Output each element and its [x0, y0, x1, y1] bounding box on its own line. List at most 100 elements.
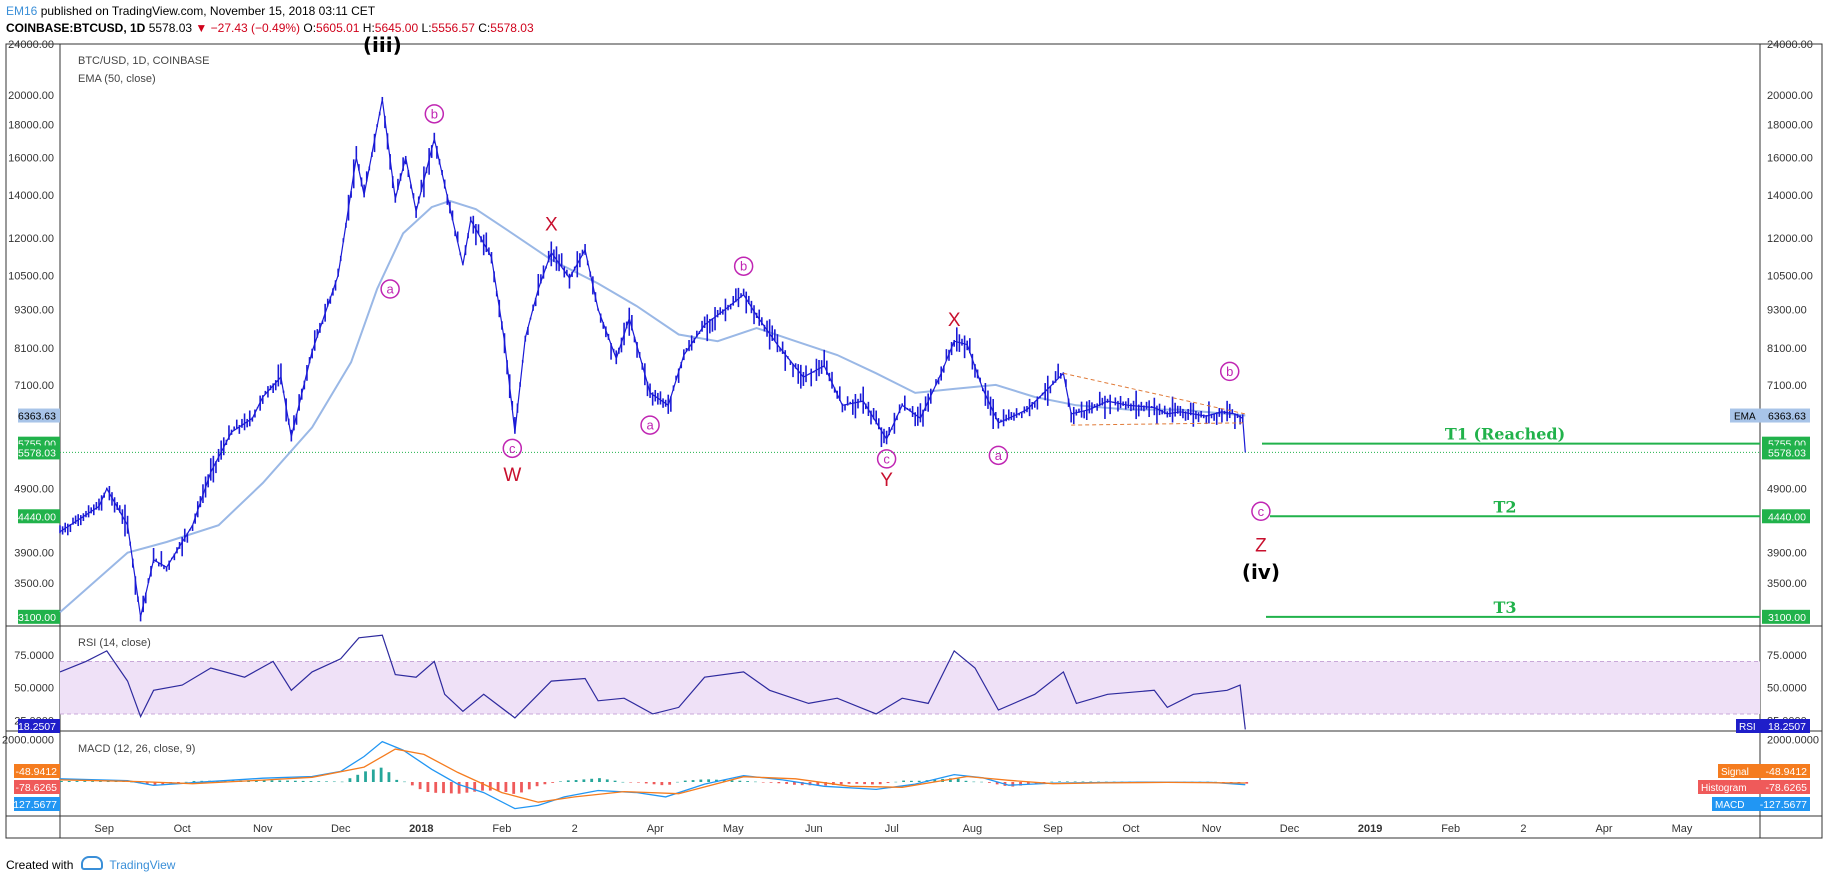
macd-tag-label: Histogram	[1701, 783, 1747, 794]
signal-line	[59, 748, 1246, 803]
triangle-lower-line	[1071, 422, 1246, 426]
time-axis-label: Dec	[331, 823, 351, 835]
macd-line	[59, 740, 1246, 810]
wave-label-red: Y	[880, 470, 893, 491]
macd-histogram-bar	[535, 782, 539, 787]
macd-histogram-bar	[839, 782, 843, 785]
macd-histogram-bar	[777, 782, 781, 784]
macd-tag-value: -78.6265	[1766, 782, 1808, 794]
price-tag-left	[18, 408, 60, 423]
macd-histogram-bar	[145, 782, 149, 785]
macd-histogram-bar	[621, 781, 625, 783]
price-line	[59, 99, 1246, 617]
price-tick-right: 16000.00	[1767, 152, 1813, 164]
author-link[interactable]: EM16	[6, 4, 38, 18]
rsi-band	[60, 661, 1760, 714]
macd-histogram-bar	[652, 782, 656, 785]
rsi-tick-left: 50.0000	[14, 683, 54, 695]
low-value: 5556.57	[431, 21, 475, 35]
macd-histogram-bar	[543, 782, 547, 785]
price-tick-right: 20000.00	[1767, 90, 1813, 102]
price-tick-left: 10500.00	[8, 270, 54, 282]
macd-histogram-bar	[1011, 782, 1015, 787]
macd-histogram-bar	[566, 780, 570, 782]
macd-histogram-bar	[184, 781, 188, 783]
wave-circle	[876, 449, 897, 469]
macd-tag-label: Signal	[1721, 767, 1749, 778]
triangle-upper-line	[1063, 372, 1246, 415]
chart-canvas[interactable]: 24000.00 24000.00 20000.00 20000.00 18000.00…	[0, 0, 1828, 845]
price-tick-right: 3500.00	[1767, 578, 1807, 590]
ema-line	[59, 199, 1246, 614]
macd-histogram-bar	[1089, 781, 1093, 783]
macd-histogram-bar	[1065, 781, 1069, 782]
price-tick-right: 18000.00	[1767, 120, 1813, 132]
macd-histogram-bar	[340, 781, 344, 783]
macd-tag-right	[1712, 797, 1810, 811]
wave-circle	[424, 104, 445, 124]
macd-histogram-bar	[824, 782, 828, 786]
time-axis-label: 2	[1520, 823, 1526, 835]
macd-histogram-bar	[192, 780, 196, 782]
macd-histogram-bar	[356, 774, 360, 782]
price-tag-right-text: 4440.00	[1768, 511, 1806, 523]
price-tick-left: 7100.00	[14, 380, 54, 392]
macd-histogram-bar	[559, 781, 562, 782]
macd-histogram-bar	[520, 782, 523, 793]
macd-histogram-bar	[473, 782, 477, 792]
tradingview-link[interactable]: TradingView	[109, 858, 176, 872]
wave-circle	[1219, 361, 1240, 382]
macd-histogram-bar	[130, 781, 133, 783]
rsi-pane-title: RSI (14, close)	[78, 637, 151, 649]
wave-label-minor: b	[1226, 364, 1233, 379]
time-axis-label: Nov	[1202, 823, 1222, 835]
close-label: C:	[478, 21, 491, 35]
wave-circle	[640, 415, 660, 435]
price-tick-right: 10500.00	[1767, 270, 1813, 282]
macd-tick-right: 2000.0000	[1767, 735, 1819, 747]
price-tick-left: 24000.00	[8, 39, 54, 51]
time-axis-label: Jul	[885, 823, 899, 835]
wave-label-minor: a	[995, 448, 1003, 463]
wave-label-minor: b	[740, 259, 747, 274]
publish-info: published on TradingView.com, November 1…	[40, 4, 376, 18]
price-tag-left	[18, 445, 60, 460]
macd-histogram-bar	[660, 782, 664, 786]
macd-histogram-bar	[395, 779, 399, 782]
ema-tag-value: 6363.63	[1768, 411, 1806, 423]
macd-histogram-bar	[761, 782, 765, 783]
macd-histogram-bar	[715, 779, 718, 782]
wave-label-red: X	[948, 310, 961, 331]
price-tag-right-text: 5578.03	[1768, 447, 1806, 459]
macd-histogram-bar	[1073, 781, 1077, 782]
macd-histogram-bar	[730, 780, 734, 782]
target-label: T1 (Reached)	[1445, 425, 1565, 444]
price-pane-title: BTC/USD, 1D, COINBASE	[78, 55, 209, 67]
price-tag-left	[18, 509, 60, 524]
price-tick-left: 3900.00	[14, 548, 54, 560]
price-tick-left: 12000.00	[8, 233, 54, 245]
macd-histogram-bar	[67, 780, 71, 782]
wave-label-minor: c	[1258, 504, 1265, 519]
rsi-tick-left: 75.0000	[14, 650, 54, 662]
macd-histogram-bar	[106, 781, 110, 782]
macd-tick-left: 2000.0000	[2, 735, 54, 747]
price-tag-right	[1762, 445, 1810, 460]
macd-histogram-bar	[894, 781, 898, 783]
macd-histogram-bar	[325, 781, 328, 782]
macd-tag-left	[14, 797, 60, 811]
macd-histogram-bar	[379, 767, 383, 782]
price-tag-right-text: 3100.00	[1768, 612, 1806, 624]
created-with-label: Created with	[6, 858, 74, 872]
macd-histogram-bar	[1026, 782, 1030, 785]
time-axis-label: Oct	[174, 823, 191, 835]
macd-histogram-bar	[434, 782, 438, 793]
time-axis-label: Nov	[253, 823, 273, 835]
publish-line: EM16 published on TradingView.com, Novem…	[6, 4, 375, 18]
macd-histogram-bar	[738, 780, 742, 782]
wave-circle	[502, 438, 523, 459]
macd-histogram-bar	[223, 780, 227, 782]
macd-histogram-bar	[964, 780, 968, 782]
macd-histogram-bar	[418, 782, 422, 790]
macd-histogram-bar	[574, 780, 578, 782]
